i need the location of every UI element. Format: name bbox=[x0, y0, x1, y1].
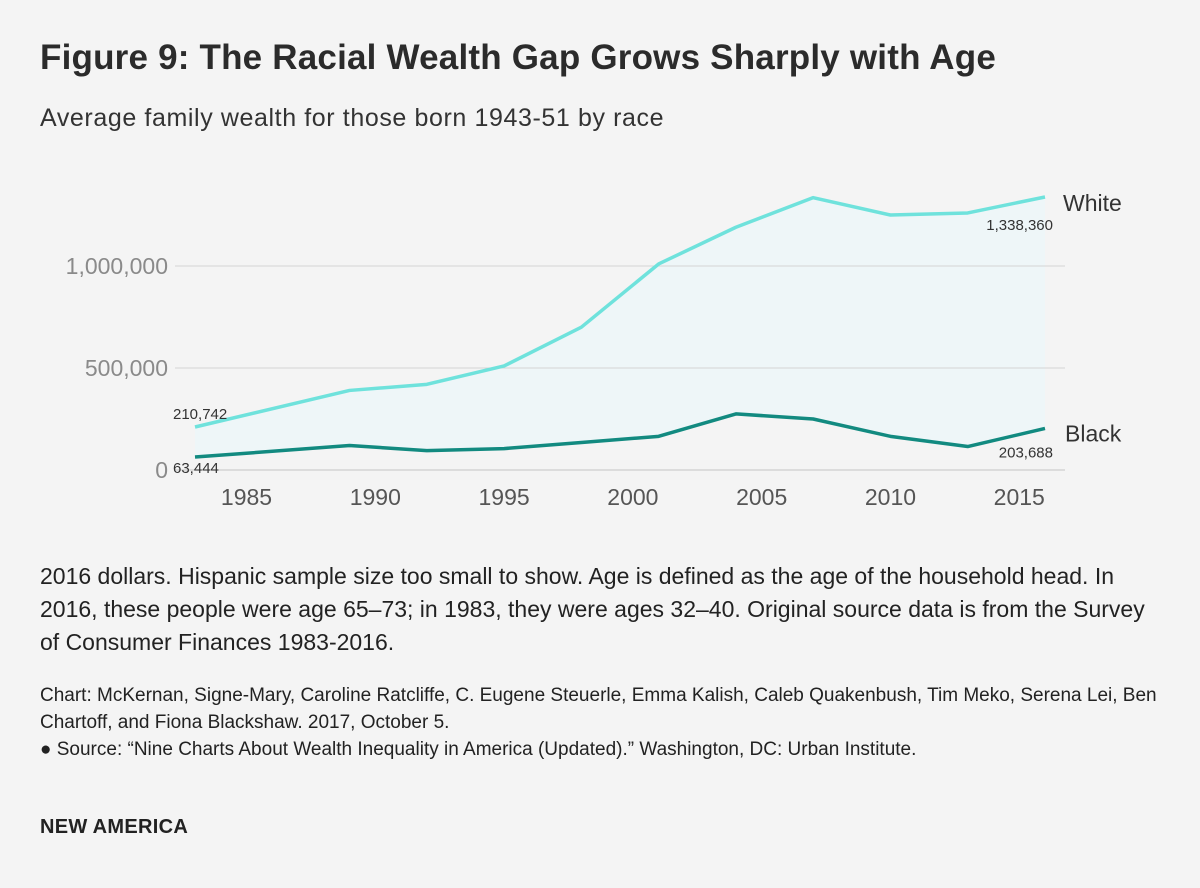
chart-notes: 2016 dollars. Hispanic sample size too s… bbox=[40, 563, 1145, 655]
credits-chart-line: Chart: McKernan, Signe-Mary, Caroline Ra… bbox=[40, 685, 1157, 733]
x-tick-label: 2005 bbox=[736, 484, 787, 510]
y-tick-label: 1,000,000 bbox=[66, 253, 168, 279]
y-tick-label: 0 bbox=[155, 457, 168, 483]
chart-subtitle: Average family wealth for those born 194… bbox=[40, 104, 665, 132]
series-line-white bbox=[194, 195, 1046, 429]
x-tick-label: 2010 bbox=[865, 484, 916, 510]
gap-area bbox=[195, 196, 1045, 458]
credits-source-line: ● Source: “Nine Charts About Wealth Ineq… bbox=[40, 739, 917, 760]
y-tick-label: 500,000 bbox=[85, 355, 168, 381]
chart-title: Figure 9: The Racial Wealth Gap Grows Sh… bbox=[40, 38, 996, 77]
series-label-white: White bbox=[1063, 190, 1122, 216]
brand-logo: NEW AMERICA bbox=[40, 816, 189, 838]
chart-credits: Chart: McKernan, Signe-Mary, Caroline Ra… bbox=[40, 682, 1160, 763]
data-label-white-end: 1,338,360 bbox=[986, 217, 1053, 234]
x-tick-label: 1985 bbox=[221, 484, 272, 510]
x-tick-label: 1990 bbox=[350, 484, 401, 510]
x-tick-label: 2015 bbox=[994, 484, 1045, 510]
line-chart: 0 500,000 1,000,000 1985 1990 1995 2000 2005 201… bbox=[66, 190, 1122, 510]
x-tick-label: 2000 bbox=[607, 484, 658, 510]
series-line-black bbox=[194, 412, 1046, 459]
data-label-black-end: 203,688 bbox=[999, 444, 1053, 461]
x-tick-label: 1995 bbox=[479, 484, 530, 510]
data-label-black-start: 63,444 bbox=[173, 460, 219, 477]
data-label-white-start: 210,742 bbox=[173, 406, 227, 423]
series-label-black: Black bbox=[1065, 420, 1122, 446]
